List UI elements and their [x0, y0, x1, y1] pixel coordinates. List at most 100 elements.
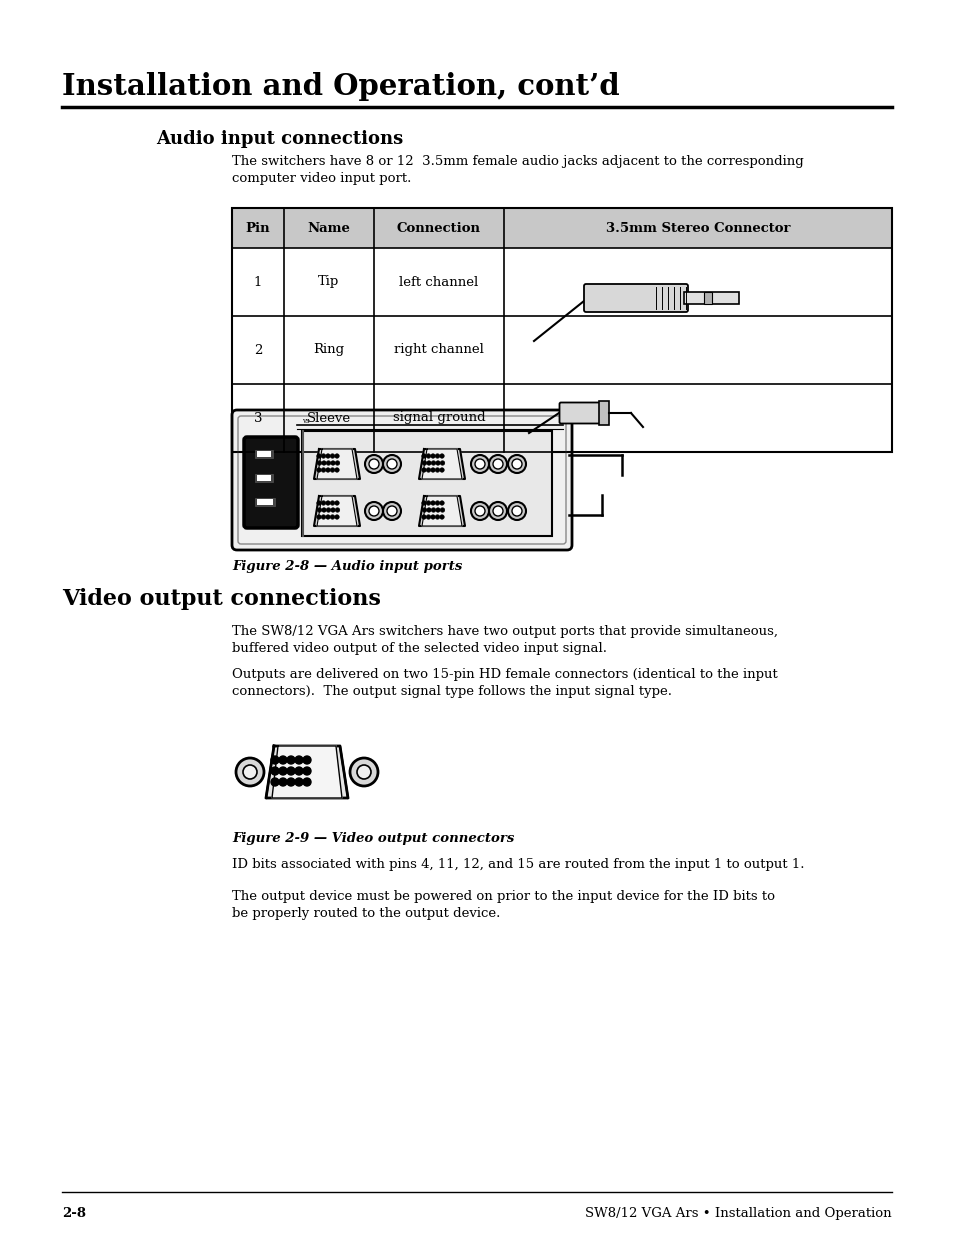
Bar: [256, 451, 271, 457]
Bar: [232, 207, 891, 452]
Circle shape: [489, 501, 506, 520]
Circle shape: [439, 515, 444, 519]
Circle shape: [287, 778, 294, 785]
Circle shape: [426, 515, 430, 519]
Circle shape: [435, 468, 439, 472]
Polygon shape: [418, 450, 464, 479]
Circle shape: [321, 515, 325, 519]
Circle shape: [326, 508, 331, 513]
Circle shape: [335, 468, 339, 472]
Circle shape: [316, 515, 321, 519]
Circle shape: [431, 515, 435, 519]
Circle shape: [431, 501, 435, 505]
Circle shape: [439, 468, 444, 472]
Circle shape: [350, 758, 377, 785]
Circle shape: [335, 453, 339, 458]
Circle shape: [330, 468, 335, 472]
Circle shape: [440, 461, 444, 466]
Circle shape: [271, 767, 278, 776]
Text: 2-8: 2-8: [62, 1207, 86, 1220]
Text: 3: 3: [253, 411, 262, 425]
FancyBboxPatch shape: [244, 437, 297, 529]
Text: Connection: Connection: [396, 221, 480, 235]
Circle shape: [507, 501, 525, 520]
Bar: [254, 450, 273, 458]
Circle shape: [326, 468, 330, 472]
Text: Name: Name: [307, 221, 350, 235]
Circle shape: [426, 468, 430, 472]
Circle shape: [431, 508, 436, 513]
Text: 1: 1: [253, 275, 262, 289]
Circle shape: [431, 453, 435, 458]
Text: Ring: Ring: [314, 343, 344, 357]
Circle shape: [421, 453, 426, 458]
Polygon shape: [266, 746, 348, 798]
Circle shape: [278, 756, 287, 764]
Circle shape: [426, 453, 430, 458]
Text: SW8/12 VGA Ars • Installation and Operation: SW8/12 VGA Ars • Installation and Operat…: [585, 1207, 891, 1220]
Text: Audio input connections: Audio input connections: [156, 130, 403, 148]
Text: Video output connections: Video output connections: [62, 588, 380, 610]
Circle shape: [421, 501, 426, 505]
Circle shape: [287, 767, 294, 776]
Circle shape: [426, 508, 431, 513]
Circle shape: [507, 454, 525, 473]
FancyBboxPatch shape: [232, 410, 572, 550]
Circle shape: [439, 501, 444, 505]
Circle shape: [440, 508, 444, 513]
Circle shape: [321, 501, 325, 505]
Bar: [232, 248, 891, 452]
Text: Figure 2-8 — Audio input ports: Figure 2-8 — Audio input ports: [232, 559, 462, 573]
Circle shape: [475, 506, 484, 516]
Text: right channel: right channel: [394, 343, 483, 357]
Bar: [232, 207, 891, 248]
Circle shape: [303, 767, 311, 776]
Circle shape: [321, 468, 325, 472]
Circle shape: [294, 767, 303, 776]
Circle shape: [330, 453, 335, 458]
Circle shape: [369, 506, 378, 516]
Circle shape: [321, 461, 326, 466]
Circle shape: [421, 468, 426, 472]
Text: Pin: Pin: [246, 221, 270, 235]
Polygon shape: [316, 450, 356, 479]
Circle shape: [365, 454, 382, 473]
Text: The switchers have 8 or 12  3.5mm female audio jacks adjacent to the correspondi: The switchers have 8 or 12 3.5mm female …: [232, 156, 803, 185]
Circle shape: [493, 459, 502, 469]
Bar: [254, 474, 273, 482]
Circle shape: [435, 515, 439, 519]
Circle shape: [426, 501, 430, 505]
Circle shape: [422, 508, 426, 513]
Circle shape: [335, 515, 339, 519]
Circle shape: [303, 778, 311, 785]
Circle shape: [335, 508, 339, 513]
Circle shape: [287, 756, 294, 764]
Circle shape: [493, 506, 502, 516]
Circle shape: [278, 767, 287, 776]
Circle shape: [317, 461, 321, 466]
Circle shape: [512, 506, 521, 516]
Circle shape: [303, 756, 311, 764]
Circle shape: [436, 508, 439, 513]
Circle shape: [436, 461, 439, 466]
Circle shape: [356, 764, 371, 779]
Circle shape: [435, 453, 439, 458]
Text: Sleeve: Sleeve: [307, 411, 351, 425]
Circle shape: [439, 453, 444, 458]
Circle shape: [243, 764, 256, 779]
Circle shape: [330, 501, 335, 505]
Circle shape: [316, 468, 321, 472]
Circle shape: [321, 508, 326, 513]
Circle shape: [426, 461, 431, 466]
Text: Figure 2-9 — Video output connectors: Figure 2-9 — Video output connectors: [232, 832, 514, 845]
Text: Tip: Tip: [318, 275, 339, 289]
Circle shape: [421, 515, 426, 519]
Text: The output device must be powered on prior to the input device for the ID bits t: The output device must be powered on pri…: [232, 890, 774, 920]
Text: signal ground: signal ground: [393, 411, 485, 425]
Circle shape: [326, 461, 331, 466]
Polygon shape: [421, 496, 461, 526]
Circle shape: [335, 501, 339, 505]
Text: Outputs are delivered on two 15-pin HD female connectors (identical to the input: Outputs are delivered on two 15-pin HD f…: [232, 668, 777, 698]
Circle shape: [365, 501, 382, 520]
Circle shape: [235, 758, 264, 785]
